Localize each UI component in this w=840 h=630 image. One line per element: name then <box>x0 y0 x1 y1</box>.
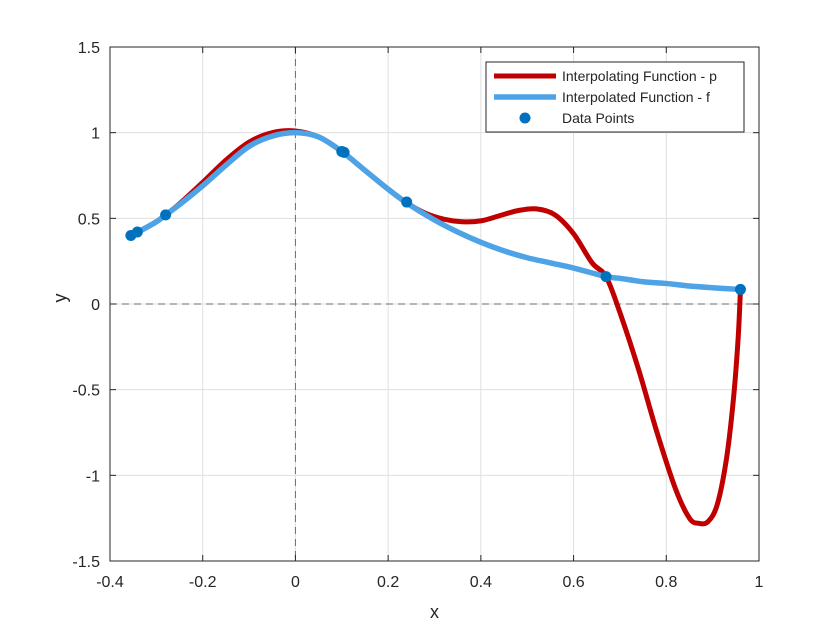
x-tick-label: 0 <box>291 574 300 591</box>
data-point <box>338 146 350 158</box>
legend-label: Interpolated Function - f <box>562 89 710 105</box>
x-tick-label: 0.2 <box>377 574 399 591</box>
data-point <box>131 226 143 238</box>
legend-label: Data Points <box>562 110 634 126</box>
legend: Interpolating Function - p Interpolated F… <box>485 61 745 133</box>
y-axis-label: y <box>50 294 70 303</box>
x-tick-label: 1 <box>755 574 764 591</box>
data-point <box>600 271 612 283</box>
x-tick-label: -0.2 <box>189 574 217 591</box>
x-tick-label: -0.4 <box>96 574 124 591</box>
y-tick-label: 0.5 <box>78 211 100 228</box>
y-tick-label: 1.5 <box>78 40 100 57</box>
series-line-p <box>128 128 743 527</box>
series-layer <box>125 128 746 527</box>
x-tick-label: 0.8 <box>655 574 677 591</box>
y-tick-label: -1.5 <box>72 554 100 571</box>
y-tick-label: 0 <box>91 297 100 314</box>
data-point <box>401 196 413 208</box>
x-axis-label: x <box>430 602 439 622</box>
y-tick-label: -0.5 <box>72 383 100 400</box>
x-tick-label: 0.4 <box>470 574 492 591</box>
y-tick-label: -1 <box>86 468 100 485</box>
data-point <box>734 283 746 295</box>
data-point <box>160 209 172 221</box>
y-tick-label: 1 <box>91 126 100 143</box>
axis-ticks: -0.4 -0.2 0 0.2 0.4 0.6 0.8 1 -1.5 -1 -0.5 0 0.5 1 1.5 <box>72 40 763 591</box>
x-tick-label: 0.6 <box>562 574 584 591</box>
legend-swatch <box>519 112 531 124</box>
legend-label: Interpolating Function - p <box>562 68 717 84</box>
